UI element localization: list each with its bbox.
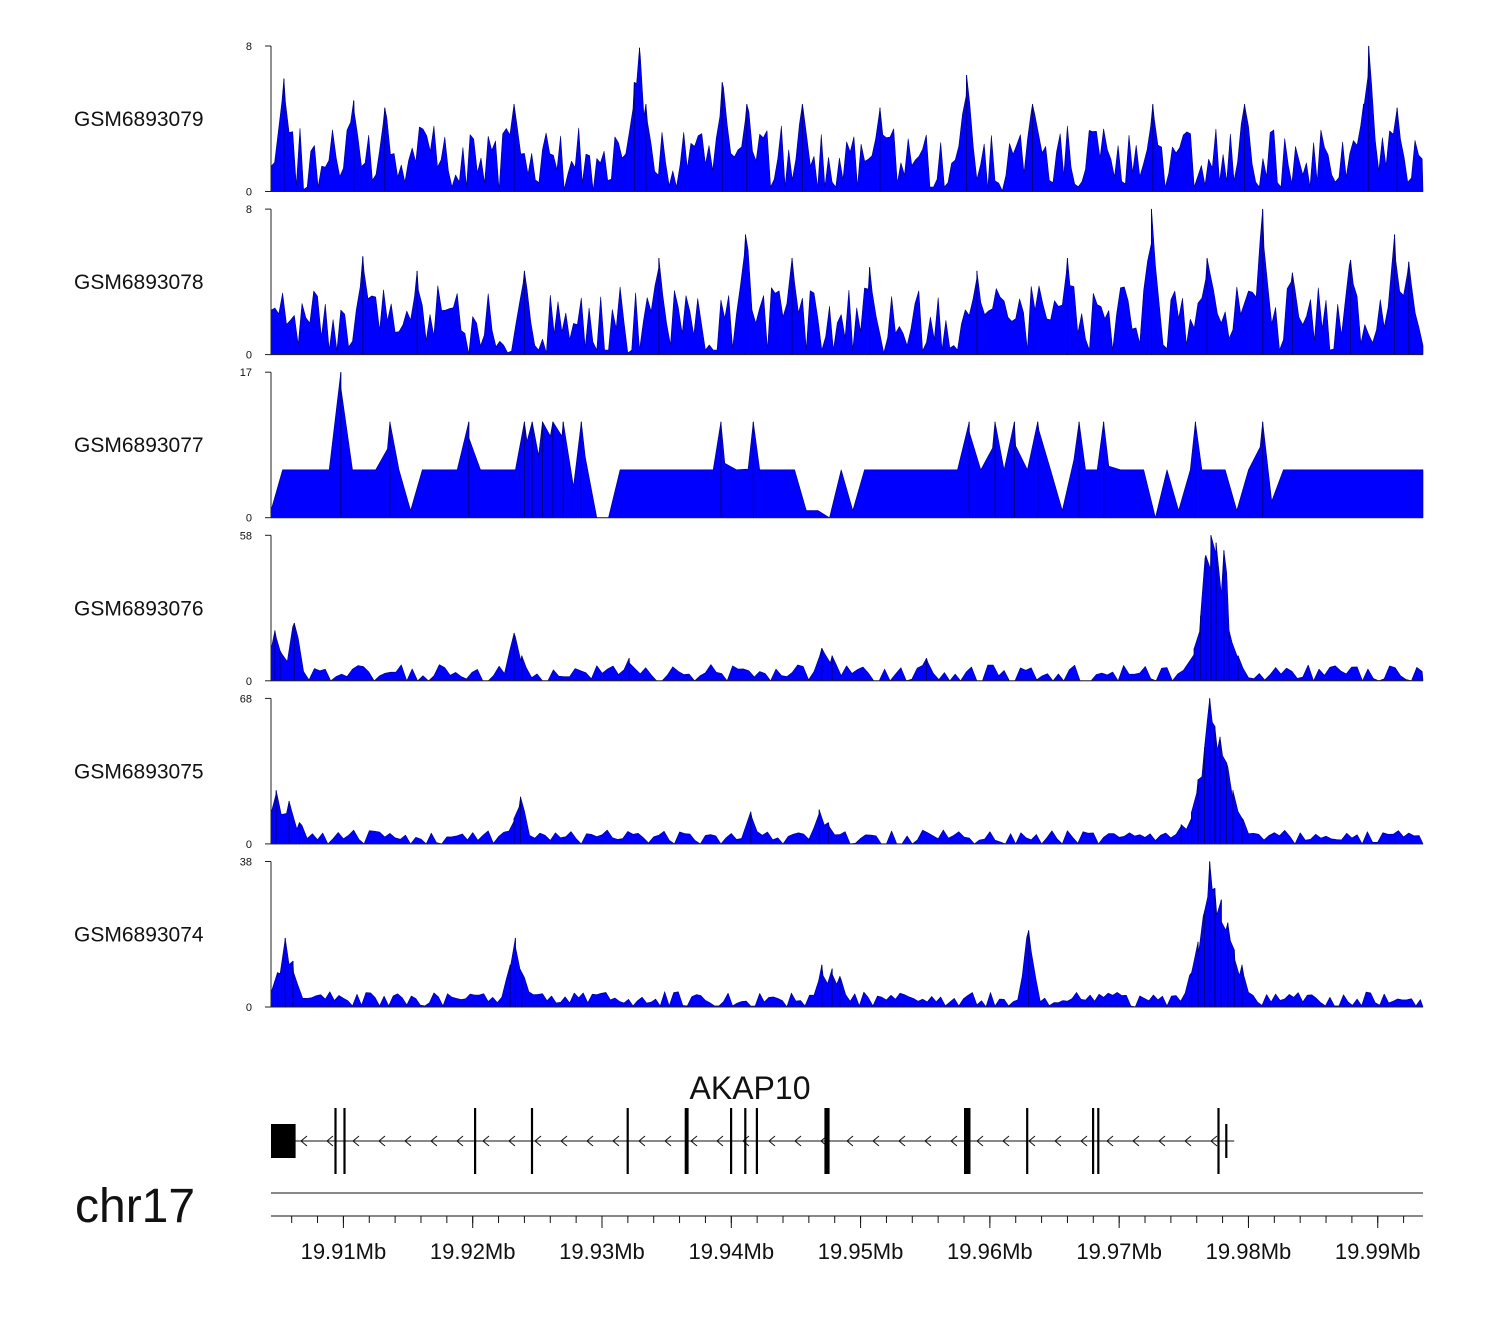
y-tick-label-min-GSM6893075: 0 (246, 839, 252, 851)
track-GSM6893075: 68 0 GSM6893075 (74, 693, 1424, 851)
strand-arrow-14 (664, 1135, 672, 1147)
strand-arrow-31 (1106, 1135, 1114, 1147)
strand-arrow-1 (326, 1135, 334, 1147)
exon-11 (964, 1108, 971, 1174)
exon-6 (684, 1108, 689, 1174)
strand-arrow-10 (560, 1135, 568, 1147)
strand-arrow-15 (690, 1135, 698, 1147)
strand-arrow-13 (638, 1135, 646, 1147)
x-tick-label-3: 19.94Mb (688, 1239, 774, 1264)
y-tick-label-max-GSM6893075: 68 (240, 693, 252, 705)
strand-arrow-32 (1132, 1135, 1140, 1147)
strand-arrow-24 (924, 1135, 932, 1147)
strand-arrow-9 (534, 1135, 542, 1147)
y-tick-label-max-GSM6893074: 38 (240, 857, 252, 869)
gene-name-label: AKAP10 (690, 1070, 811, 1106)
exon-10 (824, 1108, 830, 1174)
y-tick-label-max-GSM6893076: 58 (240, 530, 252, 542)
strand-arrow-8 (508, 1135, 516, 1147)
y-tick-label-min-GSM6893076: 0 (246, 676, 252, 688)
y-tick-label-max-GSM6893077: 17 (240, 367, 252, 379)
track-label-GSM6893074: GSM6893074 (74, 924, 204, 947)
strand-arrow-16 (716, 1135, 724, 1147)
strand-arrow-29 (1054, 1135, 1062, 1147)
x-tick-label-8: 19.99Mb (1335, 1239, 1421, 1264)
track-GSM6893076: 58 0 GSM6893076 (74, 530, 1424, 688)
x-tick-label-0: 19.91Mb (301, 1239, 387, 1264)
y-tick-label-min-GSM6893079: 0 (246, 187, 252, 199)
coverage-area-GSM6893079 (270, 45, 1424, 192)
exon-2 (343, 1108, 346, 1174)
track-label-GSM6893077: GSM6893077 (74, 434, 204, 457)
y-tick-label-max-GSM6893078: 8 (246, 204, 252, 216)
y-tick-label-min-GSM6893074: 0 (246, 1002, 252, 1014)
exon-13 (1092, 1108, 1095, 1174)
strand-arrow-34 (1184, 1135, 1192, 1147)
exon-9 (755, 1108, 758, 1174)
x-tick-label-6: 19.97Mb (1076, 1239, 1162, 1264)
strand-arrow-23 (898, 1135, 906, 1147)
genome-axis: chr17 19.91Mb 19.92Mb 19.93Mb 19.94Mb 19.95M… (75, 1180, 1423, 1264)
strand-arrow-2 (352, 1135, 360, 1147)
x-tick-label-7: 19.98Mb (1206, 1239, 1292, 1264)
x-tick-label-4: 19.95Mb (818, 1239, 904, 1264)
strand-arrow-17 (742, 1135, 750, 1147)
x-tick-label-1: 19.92Mb (430, 1239, 516, 1264)
strand-arrow-7 (482, 1135, 490, 1147)
coverage-tracks: 8 0 GSM6893079 8 0 GSM6893078 17 0 GSM6893077 58 0… (74, 41, 1424, 1014)
x-tick-label-5: 19.96Mb (947, 1239, 1033, 1264)
gene-annotation: AKAP10 (271, 1070, 1235, 1174)
exon-5 (626, 1108, 629, 1174)
strand-arrow-0 (300, 1135, 308, 1147)
exon-8 (744, 1108, 747, 1174)
strand-arrow-27 (1002, 1135, 1010, 1147)
exon-7 (730, 1108, 733, 1174)
y-tick-label-min-GSM6893077: 0 (246, 513, 252, 525)
strand-arrow-22 (872, 1135, 880, 1147)
track-GSM6893079: 8 0 GSM6893079 (74, 41, 1424, 199)
strand-arrow-12 (612, 1135, 620, 1147)
strand-arrow-5 (430, 1135, 438, 1147)
exon-12 (1026, 1108, 1029, 1174)
track-label-GSM6893075: GSM6893075 (74, 760, 204, 783)
y-tick-label-max-GSM6893079: 8 (246, 41, 252, 53)
track-GSM6893074: 38 0 GSM6893074 (74, 857, 1424, 1014)
chromosome-label: chr17 (75, 1180, 195, 1233)
exon-16 (1225, 1124, 1228, 1158)
coverage-area-GSM6893074 (270, 861, 1424, 1008)
track-GSM6893077: 17 0 GSM6893077 (74, 367, 1424, 525)
strand-arrow-21 (846, 1135, 854, 1147)
track-label-GSM6893079: GSM6893079 (74, 108, 204, 131)
strand-arrow-25 (950, 1135, 958, 1147)
coverage-area-GSM6893077 (270, 371, 1424, 518)
coverage-area-GSM6893076 (270, 535, 1424, 682)
strand-arrow-35 (1210, 1135, 1218, 1147)
track-label-GSM6893078: GSM6893078 (74, 271, 204, 294)
exon-3 (474, 1108, 477, 1174)
strand-arrow-28 (1028, 1135, 1036, 1147)
strand-arrow-30 (1080, 1135, 1088, 1147)
coverage-area-GSM6893078 (270, 208, 1424, 355)
strand-arrow-4 (404, 1135, 412, 1147)
strand-arrow-18 (768, 1135, 776, 1147)
strand-arrow-6 (456, 1135, 464, 1147)
y-tick-label-min-GSM6893078: 0 (246, 350, 252, 362)
track-label-GSM6893076: GSM6893076 (74, 597, 204, 620)
exon-14 (1097, 1108, 1100, 1174)
exon-15 (1217, 1108, 1220, 1174)
strand-arrow-19 (794, 1135, 802, 1147)
strand-arrow-33 (1158, 1135, 1166, 1147)
exon-1 (334, 1108, 337, 1174)
strand-arrow-3 (378, 1135, 386, 1147)
exon-4 (530, 1108, 534, 1174)
x-tick-label-2: 19.93Mb (559, 1239, 645, 1264)
track-GSM6893078: 8 0 GSM6893078 (74, 204, 1424, 362)
strand-arrow-26 (976, 1135, 984, 1147)
exon-0 (271, 1124, 296, 1158)
strand-arrow-11 (586, 1135, 594, 1147)
coverage-area-GSM6893075 (270, 698, 1424, 845)
